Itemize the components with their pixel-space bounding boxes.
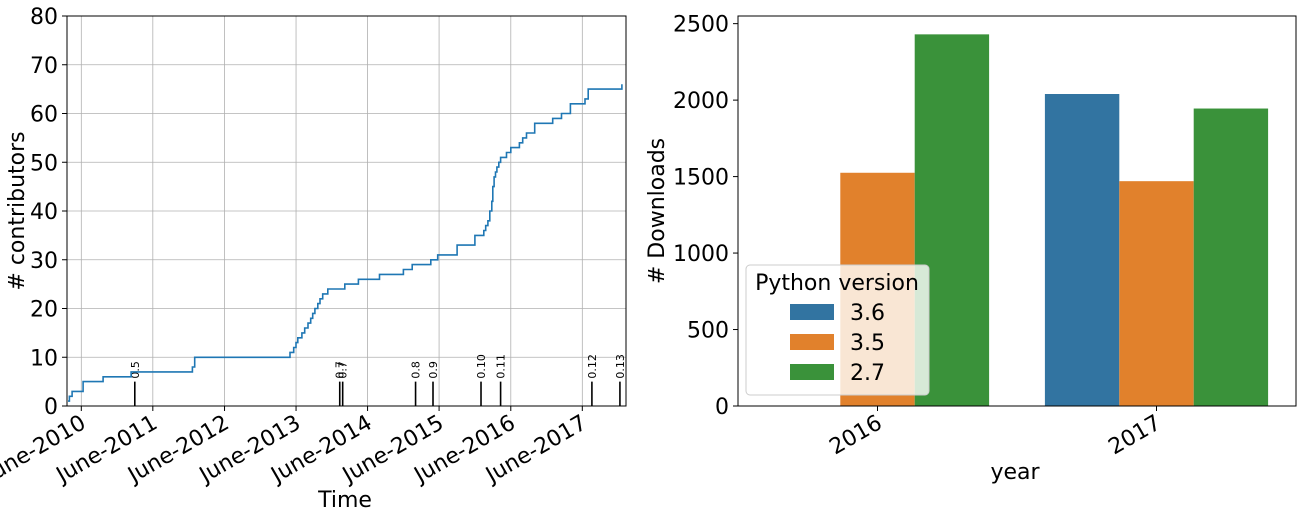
bar-3.5-2017 xyxy=(1119,181,1194,406)
left-x-ticks: June-2010June-2011June-2012June-2013June… xyxy=(0,406,591,489)
right-y-axis-label: # Downloads xyxy=(645,138,670,284)
y-tick-label: 30 xyxy=(30,249,58,274)
right-x-ticks: 2016 2017 xyxy=(826,406,1166,460)
contributors-line xyxy=(68,84,623,402)
release-marker-label: 0.7 xyxy=(337,361,350,379)
y-tick-label: 1500 xyxy=(673,166,729,191)
release-marker-label: 0.10 xyxy=(475,354,488,379)
legend-label: 3.6 xyxy=(850,301,885,326)
y-tick-label: 0 xyxy=(715,395,729,420)
legend-label: 2.7 xyxy=(850,361,885,386)
release-marker-label: 0.9 xyxy=(427,361,440,379)
release-marker-label: 0.13 xyxy=(614,354,627,379)
release-marker-label: 0.11 xyxy=(495,354,508,379)
y-tick-label: 0 xyxy=(44,395,58,420)
x-tick-label: 2016 xyxy=(826,411,887,461)
y-tick-label: 500 xyxy=(687,319,729,344)
y-tick-label: 80 xyxy=(30,5,58,30)
y-tick-label: 2000 xyxy=(673,89,729,114)
y-tick-label: 10 xyxy=(30,346,58,371)
bar-2.7-2017 xyxy=(1193,108,1269,406)
y-tick-label: 20 xyxy=(30,298,58,323)
left-x-axis-label: Time xyxy=(317,488,372,513)
legend-entries: 3.6 3.5 2.7 xyxy=(790,301,885,386)
legend-swatch xyxy=(790,304,834,320)
legend-swatch xyxy=(790,334,834,350)
contributors-chart: 0.5 0.70.7 0.8 0.9 0.10 0.11 0.12 0.13 01020304… xyxy=(0,5,627,513)
left-y-ticks: 0 10 20 30 40 50 60 70 80 xyxy=(30,5,67,420)
bar-3.6-2017 xyxy=(1044,94,1120,406)
y-tick-label: 60 xyxy=(30,103,58,128)
release-marker-label: 0.12 xyxy=(586,354,599,379)
left-gridlines xyxy=(67,15,626,407)
legend: Python version 3.6 3.5 2.7 xyxy=(745,264,930,396)
left-y-axis-label: # contributors xyxy=(5,131,30,290)
legend-label: 3.5 xyxy=(850,331,885,356)
y-tick-label: 70 xyxy=(30,54,58,79)
right-plot-frame xyxy=(737,15,1297,407)
y-tick-label: 40 xyxy=(30,200,58,225)
downloads-chart: 0 500 1000 1500 2000 2500 2016 2017 # Download… xyxy=(645,13,1297,485)
legend-swatch xyxy=(790,364,834,380)
legend-title: Python version xyxy=(755,271,919,296)
release-marker-label: 0.8 xyxy=(410,361,423,379)
y-tick-label: 1000 xyxy=(673,242,729,267)
right-x-axis-label: year xyxy=(990,460,1040,485)
legend-box xyxy=(745,264,930,396)
release-markers: 0.5 0.70.7 0.8 0.9 0.10 0.11 0.12 0.13 xyxy=(129,354,627,406)
y-tick-label: 50 xyxy=(30,151,58,176)
release-marker-label: 0.7 xyxy=(334,361,347,379)
release-marker-label: 0.5 xyxy=(129,361,142,379)
y-tick-label: 2500 xyxy=(673,13,729,38)
x-tick-label: 2017 xyxy=(1105,411,1166,461)
right-y-ticks: 0 500 1000 1500 2000 2500 xyxy=(673,13,738,420)
